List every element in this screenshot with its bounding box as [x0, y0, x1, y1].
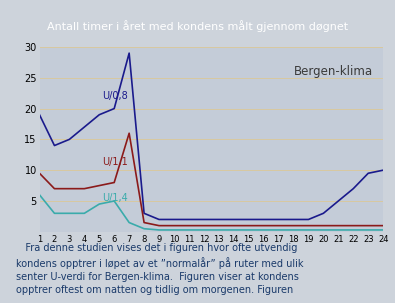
Text: Bergen-klima: Bergen-klima — [294, 65, 373, 78]
Text: Fra denne studien vises det i figuren hvor ofte utvendig
kondens opptrer i løpet: Fra denne studien vises det i figuren hv… — [16, 243, 303, 295]
Text: U/1,1: U/1,1 — [102, 157, 128, 167]
Text: U/0,8: U/0,8 — [102, 91, 128, 101]
Text: Antall timer i året med kondens målt gjennom døgnet: Antall timer i året med kondens målt gje… — [47, 21, 348, 32]
Text: U/1,4: U/1,4 — [102, 193, 128, 203]
